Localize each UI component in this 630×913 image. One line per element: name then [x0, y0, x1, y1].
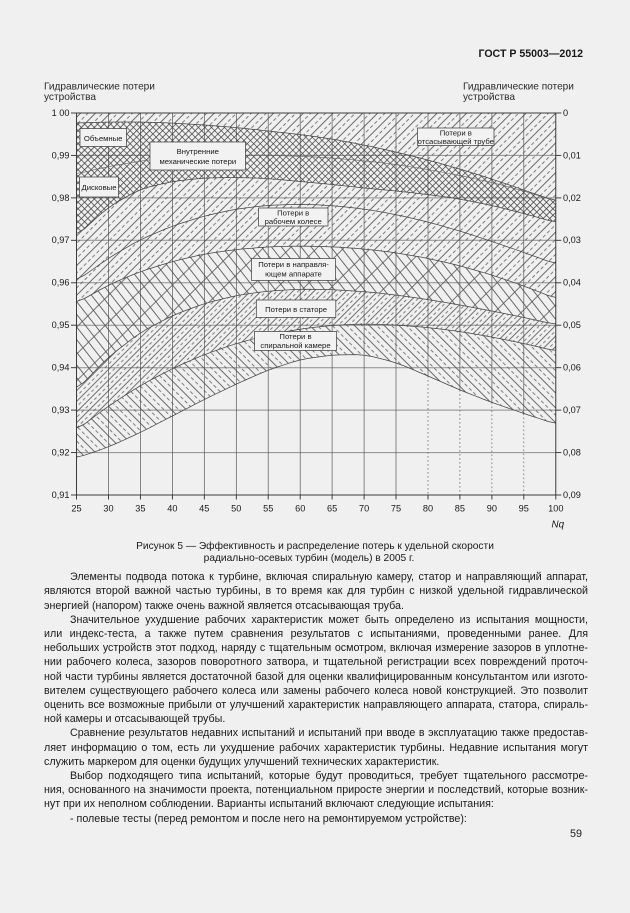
- svg-text:0,92: 0,92: [52, 448, 70, 458]
- svg-text:0,95: 0,95: [52, 320, 70, 330]
- svg-text:ющем аппарате: ющем аппарате: [265, 269, 322, 278]
- svg-text:95: 95: [519, 504, 529, 514]
- svg-text:0,08: 0,08: [563, 448, 581, 458]
- svg-text:Гидравлические потери: Гидравлические потери: [463, 82, 574, 93]
- svg-text:25: 25: [71, 504, 81, 514]
- svg-text:0: 0: [563, 108, 568, 118]
- svg-text:100: 100: [548, 504, 563, 514]
- svg-text:35: 35: [135, 504, 145, 514]
- svg-text:40: 40: [167, 504, 177, 514]
- svg-text:0,03: 0,03: [563, 235, 581, 245]
- svg-text:Дисковые: Дисковые: [82, 183, 117, 192]
- svg-text:30: 30: [103, 504, 113, 514]
- svg-text:устройства: устройства: [44, 92, 96, 103]
- svg-text:50: 50: [231, 504, 241, 514]
- svg-text:Потери в: Потери в: [440, 128, 472, 137]
- svg-text:Потери в статоре: Потери в статоре: [265, 305, 327, 314]
- svg-text:0,07: 0,07: [563, 405, 581, 415]
- svg-text:0,99: 0,99: [52, 150, 70, 160]
- svg-text:75: 75: [391, 504, 401, 514]
- svg-text:0,93: 0,93: [52, 405, 70, 415]
- svg-text:0,98: 0,98: [52, 193, 70, 203]
- svg-text:отсасывающей трубе: отсасывающей трубе: [418, 137, 494, 146]
- svg-text:80: 80: [423, 504, 433, 514]
- svg-text:60: 60: [295, 504, 305, 514]
- svg-text:0,91: 0,91: [52, 490, 70, 500]
- svg-text:90: 90: [487, 504, 497, 514]
- svg-text:Объемные: Объемные: [84, 134, 123, 143]
- svg-text:Потери в: Потери в: [279, 332, 311, 341]
- svg-text:70: 70: [359, 504, 369, 514]
- svg-text:0,01: 0,01: [563, 150, 581, 160]
- svg-text:Nq: Nq: [552, 520, 565, 531]
- svg-text:0,04: 0,04: [563, 278, 581, 288]
- svg-text:0,97: 0,97: [52, 235, 70, 245]
- svg-text:55: 55: [263, 504, 273, 514]
- svg-text:рабочем колесе: рабочем колесе: [265, 217, 322, 226]
- svg-text:45: 45: [199, 504, 209, 514]
- svg-text:0,09: 0,09: [563, 490, 581, 500]
- svg-text:Внутренние: Внутренние: [177, 147, 219, 156]
- svg-text:0,96: 0,96: [52, 278, 70, 288]
- svg-text:0,94: 0,94: [52, 363, 70, 373]
- svg-text:0,06: 0,06: [563, 363, 581, 373]
- svg-text:Потери в: Потери в: [277, 208, 309, 217]
- svg-text:65: 65: [327, 504, 337, 514]
- svg-text:1 00: 1 00: [52, 108, 70, 118]
- svg-text:0,05: 0,05: [563, 320, 581, 330]
- svg-text:0,02: 0,02: [563, 193, 581, 203]
- svg-text:механические потери: механические потери: [159, 157, 236, 166]
- svg-text:спиральной камере: спиральной камере: [260, 341, 330, 350]
- svg-text:85: 85: [455, 504, 465, 514]
- svg-text:Потери в направля-: Потери в направля-: [258, 260, 329, 269]
- svg-text:устройства: устройства: [463, 92, 515, 103]
- svg-text:Гидравлические потери: Гидравлические потери: [44, 82, 155, 93]
